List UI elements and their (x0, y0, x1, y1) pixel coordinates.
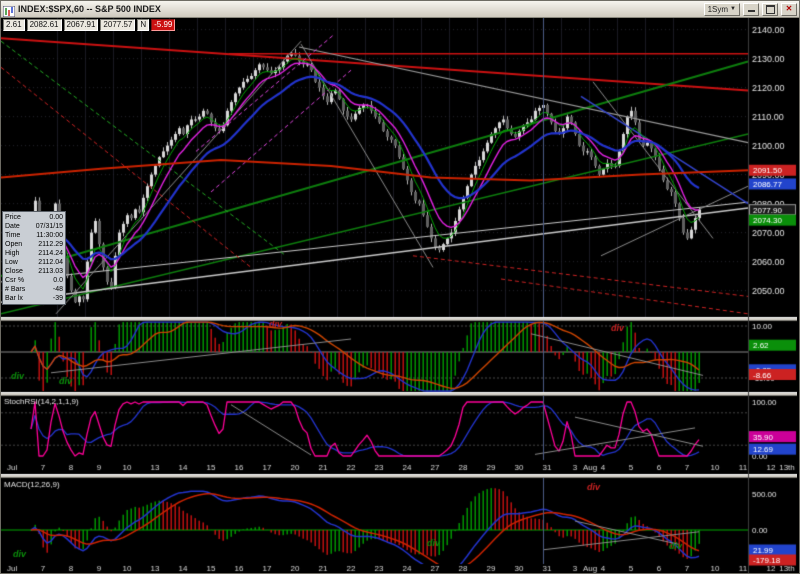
cursor-info-label: # Bars (5, 286, 26, 293)
cursor-info-label: Date (5, 223, 20, 230)
cursor-info-row: Time 11:30:00 (5, 231, 63, 240)
cursor-info-label: Price (5, 214, 21, 221)
cursor-info-value: 07/31/15 (35, 223, 63, 230)
cursor-info-value: -39 (52, 295, 63, 302)
cursor-info-value: 0.0 (53, 277, 63, 284)
cursor-info-row: Date 07/31/15 (5, 222, 63, 231)
cursor-info-row: Open 2112.29 (5, 240, 63, 249)
legend-last-box: 2077.57 (100, 19, 136, 31)
maximize-icon (765, 4, 775, 14)
window-title: INDEX:$SPX,60 -- S&P 500 INDEX (18, 4, 161, 14)
legend-flag-box: N (137, 19, 150, 31)
cursor-info-row: Csr % 0.0 (5, 276, 63, 285)
cursor-info-value: 11:30:00 (36, 232, 63, 239)
cursor-info-label: Bar lx (5, 295, 23, 302)
cursor-info-label: High (5, 250, 20, 257)
maximize-button[interactable] (762, 2, 778, 16)
chevron-down-icon: ▼ (730, 6, 736, 12)
cursor-info-value: 2112.29 (38, 241, 63, 248)
cursor-info-label: Open (5, 241, 23, 248)
cursor-info-row: Low 2112.04 (5, 258, 63, 267)
app-icon (2, 4, 16, 17)
quote-legend: 2.61 2082.61 2067.91 2077.57 N -5.99 (3, 19, 176, 31)
cursor-info-value: 2112.04 (38, 259, 63, 266)
cursor-info-label: Time (5, 232, 21, 239)
cursor-info-row: Bar lx -39 (5, 294, 63, 303)
cursor-info-value: -48 (52, 286, 63, 293)
cursor-info-label: Close (5, 268, 23, 275)
cursor-info-row: Close 2113.03 (5, 267, 63, 276)
layout-selector[interactable]: 1Sym ▼ (703, 2, 740, 16)
cursor-info-value: 0.00 (49, 214, 63, 221)
close-button[interactable]: ✕ (781, 2, 797, 16)
cursor-info-label: Low (5, 259, 18, 266)
net-change-badge: -5.99 (151, 19, 176, 31)
cursor-info-value: 2114.24 (38, 250, 63, 257)
minimize-button[interactable] (743, 2, 759, 16)
legend-open-box: 2082.61 (26, 19, 62, 31)
cursor-info-label: Csr % (5, 277, 25, 284)
minimize-icon (747, 9, 755, 12)
cursor-info-row: High 2114.24 (5, 249, 63, 258)
legend-change-box: 2.61 (3, 19, 25, 31)
chart-area: 2.61 2082.61 2067.91 2077.57 N -5.99 Pri… (1, 18, 799, 573)
cursor-info-row: Price 0.00 (5, 213, 63, 222)
chart-canvas[interactable] (1, 18, 797, 573)
cursor-info-value: 2113.03 (38, 268, 63, 275)
layout-selector-label: 1Sym (707, 4, 729, 14)
titlebar[interactable]: INDEX:$SPX,60 -- S&P 500 INDEX 1Sym ▼ ✕ (1, 1, 799, 18)
legend-low-box: 2067.91 (63, 19, 99, 31)
cursor-info-box: Price 0.00 Date 07/31/15 Time 11:30:00 Open 211… (2, 211, 66, 305)
cursor-info-row: # Bars -48 (5, 285, 63, 294)
